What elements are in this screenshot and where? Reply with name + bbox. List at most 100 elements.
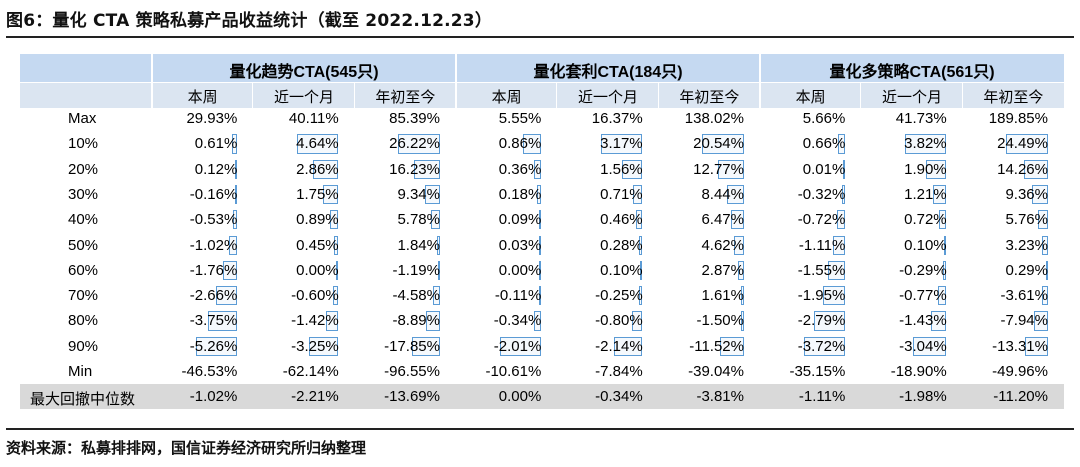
value-bar xyxy=(702,134,744,154)
row-label: 30% xyxy=(68,185,99,203)
subheader-separator xyxy=(657,82,659,108)
table-cell: -62.14% xyxy=(282,363,339,380)
table-cell: 0.66% xyxy=(802,135,846,153)
value-bar xyxy=(425,311,440,331)
value-bar xyxy=(1006,134,1048,154)
value-bar xyxy=(1034,311,1048,331)
value-bar xyxy=(640,260,643,281)
group-header: 量化套利CTA(184只) xyxy=(533,64,683,81)
table-cell: 14.26% xyxy=(997,160,1048,178)
table-cell: -0.11% xyxy=(494,287,542,305)
table-cell: 29.93% xyxy=(186,110,238,127)
bottom-rule xyxy=(6,428,1074,430)
table-cell: 5.66% xyxy=(802,110,846,127)
footer-band xyxy=(20,384,1064,410)
value-bar xyxy=(1031,184,1048,205)
group-separator xyxy=(151,54,153,108)
table-cell: 6.47% xyxy=(701,211,744,229)
table-cell: -8.89% xyxy=(392,312,440,330)
value-bar xyxy=(1025,336,1048,356)
table-cell: -0.80% xyxy=(595,312,643,330)
source-note: 资料来源：私募排排网，国信证券经济研究所归纳整理 xyxy=(6,439,367,457)
value-bar xyxy=(717,159,744,179)
subheader-band xyxy=(20,82,1064,108)
table-cell: 85.39% xyxy=(389,110,440,127)
table-cell: -13.31% xyxy=(992,337,1048,355)
value-bar xyxy=(823,286,846,306)
value-bar xyxy=(1023,159,1048,179)
row-label: 10% xyxy=(68,135,99,153)
row-label: 80% xyxy=(68,312,99,330)
value-bar xyxy=(1038,210,1048,230)
subheader-separator xyxy=(556,82,558,108)
value-bar xyxy=(411,336,440,356)
table-cell: 0.46% xyxy=(600,211,643,229)
table-cell: 40.11% xyxy=(288,110,339,127)
column-subheader: 近一个月 xyxy=(881,88,942,106)
table-cell: -1.42% xyxy=(291,312,339,330)
value-bar xyxy=(933,184,947,205)
value-bar xyxy=(534,311,542,331)
table-cell: 0.10% xyxy=(600,261,643,279)
table-cell: 4.62% xyxy=(701,236,744,254)
group-separator xyxy=(759,54,761,108)
table-cell: -2.14% xyxy=(595,337,643,355)
header-band xyxy=(20,54,1064,82)
table-cell: 3.23% xyxy=(1005,236,1048,254)
table-cell: 16.23% xyxy=(389,160,440,178)
column-subheader: 年初至今 xyxy=(983,88,1044,106)
top-rule xyxy=(6,36,1074,38)
value-bar xyxy=(309,336,339,356)
value-bar xyxy=(424,184,440,205)
row-label: 40% xyxy=(68,211,99,229)
value-bar xyxy=(904,134,947,154)
table-cell: 0.71% xyxy=(600,185,643,203)
table-cell: 1.21% xyxy=(904,185,947,203)
table-cell: -0.72% xyxy=(797,211,846,229)
table-cell: -18.90% xyxy=(890,363,947,380)
value-bar xyxy=(930,311,947,331)
table-cell: 24.49% xyxy=(997,135,1048,153)
column-subheader: 近一个月 xyxy=(273,88,334,106)
value-bar xyxy=(499,336,542,356)
value-bar xyxy=(436,235,440,255)
value-bar xyxy=(1041,286,1048,306)
table-cell: -7.94% xyxy=(1000,312,1048,330)
value-bar xyxy=(726,184,744,205)
column-subheader: 本周 xyxy=(491,88,522,106)
value-bar xyxy=(740,286,744,306)
value-bar xyxy=(537,184,542,205)
table-cell: -3.75% xyxy=(189,312,238,330)
value-bar xyxy=(631,311,643,331)
table-cell: -5.26% xyxy=(189,337,238,355)
table-cell: -3.72% xyxy=(797,337,846,355)
value-bar xyxy=(737,260,744,281)
table-cell: -2.66% xyxy=(189,287,238,305)
table-cell: 0.72% xyxy=(904,211,947,229)
value-bar xyxy=(730,210,744,230)
table-cell: 9.36% xyxy=(1005,185,1048,203)
table-cell: -11.52% xyxy=(689,337,744,355)
table-cell: 0.03% xyxy=(498,236,542,254)
table-cell: 1.61% xyxy=(701,287,744,305)
value-bar xyxy=(813,311,846,331)
value-bar xyxy=(827,260,846,281)
value-bar xyxy=(216,286,238,306)
table-cell: 9.34% xyxy=(397,185,440,203)
table-cell: 0.86% xyxy=(498,135,542,153)
table-cell: -1.11% xyxy=(798,236,846,254)
table-cell: -0.34% xyxy=(493,312,542,330)
value-bar xyxy=(1042,235,1048,255)
value-bar xyxy=(636,210,643,230)
table-cell: -4.58% xyxy=(392,287,440,305)
table-cell: 0.10% xyxy=(904,236,947,254)
value-bar xyxy=(913,336,947,356)
value-bar xyxy=(622,159,643,179)
value-bar xyxy=(925,159,947,179)
row-label: Max xyxy=(68,110,97,127)
table-cell: -2.79% xyxy=(797,312,846,330)
column-subheader: 年初至今 xyxy=(679,88,740,106)
group-header: 量化多策略CTA(561只) xyxy=(829,64,995,81)
value-bar xyxy=(600,134,643,154)
column-subheader: 本周 xyxy=(795,88,826,106)
